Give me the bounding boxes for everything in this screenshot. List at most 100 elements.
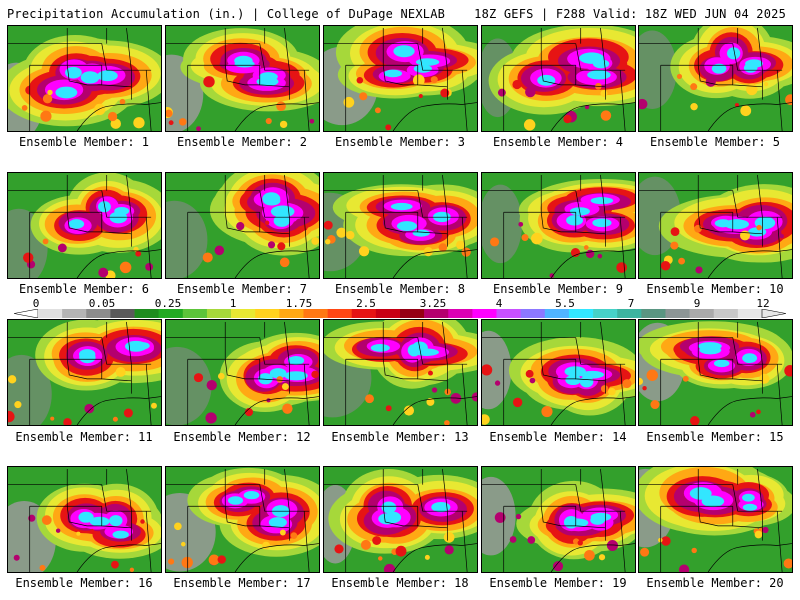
ensemble-member-map [638, 172, 793, 279]
colorbar-segment [593, 309, 618, 318]
colorbar-segment [713, 309, 739, 318]
precip-field [8, 26, 161, 131]
precip-field [482, 467, 635, 572]
precip-field [324, 173, 477, 278]
ensemble-member-label: Ensemble Member: 9 [492, 282, 624, 296]
ensemble-member-map [7, 466, 162, 573]
ensemble-member-label: Ensemble Member: 16 [15, 576, 153, 590]
ensemble-member-map [481, 172, 636, 279]
colorbar-segment [231, 309, 256, 318]
colorbar-segment [182, 309, 208, 318]
colorbar-segment [544, 309, 570, 318]
colorbar-tick-label: 2.5 [356, 297, 376, 310]
ensemble-member-label: Ensemble Member: 18 [331, 576, 469, 590]
precip-field [166, 26, 319, 131]
colorbar-segment [641, 309, 666, 318]
ensemble-member-map [165, 172, 320, 279]
ensemble-member-map [323, 25, 478, 132]
precip-field [324, 320, 477, 425]
precip-field [166, 173, 319, 278]
colorbar-segment [737, 309, 763, 318]
ensemble-member-label: Ensemble Member: 20 [646, 576, 784, 590]
colorbar-min-arrow [14, 309, 39, 318]
colorbar-segment [520, 309, 546, 318]
colorbar-segment [134, 309, 159, 318]
colorbar-segment [617, 309, 642, 318]
ensemble-member-label: Ensemble Member: 5 [649, 135, 781, 149]
colorbar-tick-label: 7 [627, 297, 635, 310]
colorbar-max-arrow [761, 309, 786, 318]
ensemble-member-map [638, 466, 793, 573]
ensemble-member-map [323, 319, 478, 426]
ensemble-member-label: Ensemble Member: 7 [176, 282, 308, 296]
colorbar-tick-label: 1.75 [285, 297, 313, 310]
ensemble-member-map [481, 25, 636, 132]
ensemble-member-label: Ensemble Member: 13 [331, 430, 469, 444]
colorbar-tick-label: 9 [693, 297, 701, 310]
colorbar-segment [38, 309, 63, 318]
colorbar-segment [472, 309, 497, 318]
precipitation-colorbar [14, 309, 786, 318]
ensemble-member-map [638, 319, 793, 426]
ensemble-member-map [165, 319, 320, 426]
precip-field [639, 26, 792, 131]
chart-title: Precipitation Accumulation (in.) | Colle… [7, 7, 446, 21]
ensemble-member-map [481, 466, 636, 573]
ensemble-member-map [7, 25, 162, 132]
colorbar-segment [351, 309, 377, 318]
colorbar-segment [375, 309, 401, 318]
colorbar-segment [303, 309, 328, 318]
ensemble-member-label: Ensemble Member: 2 [176, 135, 308, 149]
ensemble-member-label: Ensemble Member: 1 [18, 135, 150, 149]
colorbar-segment [206, 309, 232, 318]
colorbar-tick-label: 3.25 [419, 297, 447, 310]
colorbar-segment [279, 309, 304, 318]
ensemble-member-label: Ensemble Member: 14 [489, 430, 627, 444]
ensemble-member-label: Ensemble Member: 6 [18, 282, 150, 296]
colorbar-segment [424, 309, 449, 318]
ensemble-member-map [7, 319, 162, 426]
colorbar-segment [665, 309, 690, 318]
colorbar-labels: 0 0.05 0.25 1 1.75 2.5 3.25 4 5.5 7 9 12 [0, 297, 800, 311]
ensemble-member-label: Ensemble Member: 4 [492, 135, 624, 149]
colorbar-tick-label: 0.05 [88, 297, 116, 310]
colorbar-tick-label: 1 [229, 297, 237, 310]
ensemble-member-map [323, 172, 478, 279]
ensemble-member-map [165, 25, 320, 132]
ensemble-member-label: Ensemble Member: 17 [173, 576, 311, 590]
ensemble-member-label: Ensemble Member: 11 [15, 430, 153, 444]
ensemble-member-map [638, 25, 793, 132]
precip-field [324, 467, 477, 572]
colorbar-segment [327, 309, 353, 318]
colorbar-segment [62, 309, 87, 318]
precip-field [8, 320, 161, 425]
ensemble-member-label: Ensemble Member: 19 [489, 576, 627, 590]
precip-field [639, 467, 792, 572]
ensemble-member-label: Ensemble Member: 12 [173, 430, 311, 444]
precip-field [8, 467, 161, 572]
ensemble-member-map [323, 466, 478, 573]
colorbar-segment [86, 309, 111, 318]
precip-field [482, 320, 635, 425]
colorbar-tick-label: 12 [756, 297, 770, 310]
colorbar-tick-label: 4 [495, 297, 503, 310]
precip-field [639, 173, 792, 278]
colorbar-tick-label: 5.5 [555, 297, 575, 310]
ensemble-member-map [165, 466, 320, 573]
colorbar-tick-label: 0.25 [154, 297, 182, 310]
colorbar-segment [255, 309, 280, 318]
ensemble-member-map [481, 319, 636, 426]
precip-field [482, 26, 635, 131]
colorbar-segment [448, 309, 473, 318]
colorbar-tick-label: 0 [32, 297, 40, 310]
colorbar-segment [110, 309, 135, 318]
precip-field [166, 467, 319, 572]
ensemble-member-label: Ensemble Member: 15 [646, 430, 784, 444]
ensemble-member-map [7, 172, 162, 279]
colorbar-segment [568, 309, 594, 318]
colorbar-segment [689, 309, 715, 318]
precip-field [639, 320, 792, 425]
ensemble-member-label: Ensemble Member: 3 [334, 135, 466, 149]
precip-field [324, 26, 477, 131]
model-run-info: 18Z GEFS | F288 Valid: 18Z WED JUN 04 20… [474, 7, 786, 21]
